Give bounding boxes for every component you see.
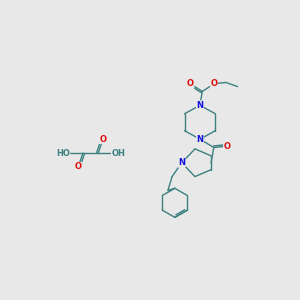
Text: O: O xyxy=(75,162,82,171)
Text: HO: HO xyxy=(56,148,70,158)
Text: OH: OH xyxy=(111,148,125,158)
Text: O: O xyxy=(99,135,106,144)
Text: O: O xyxy=(211,79,218,88)
Text: N: N xyxy=(178,158,185,167)
Text: N: N xyxy=(196,101,203,110)
Text: O: O xyxy=(224,142,230,151)
Text: O: O xyxy=(187,79,194,88)
Text: N: N xyxy=(196,135,203,144)
